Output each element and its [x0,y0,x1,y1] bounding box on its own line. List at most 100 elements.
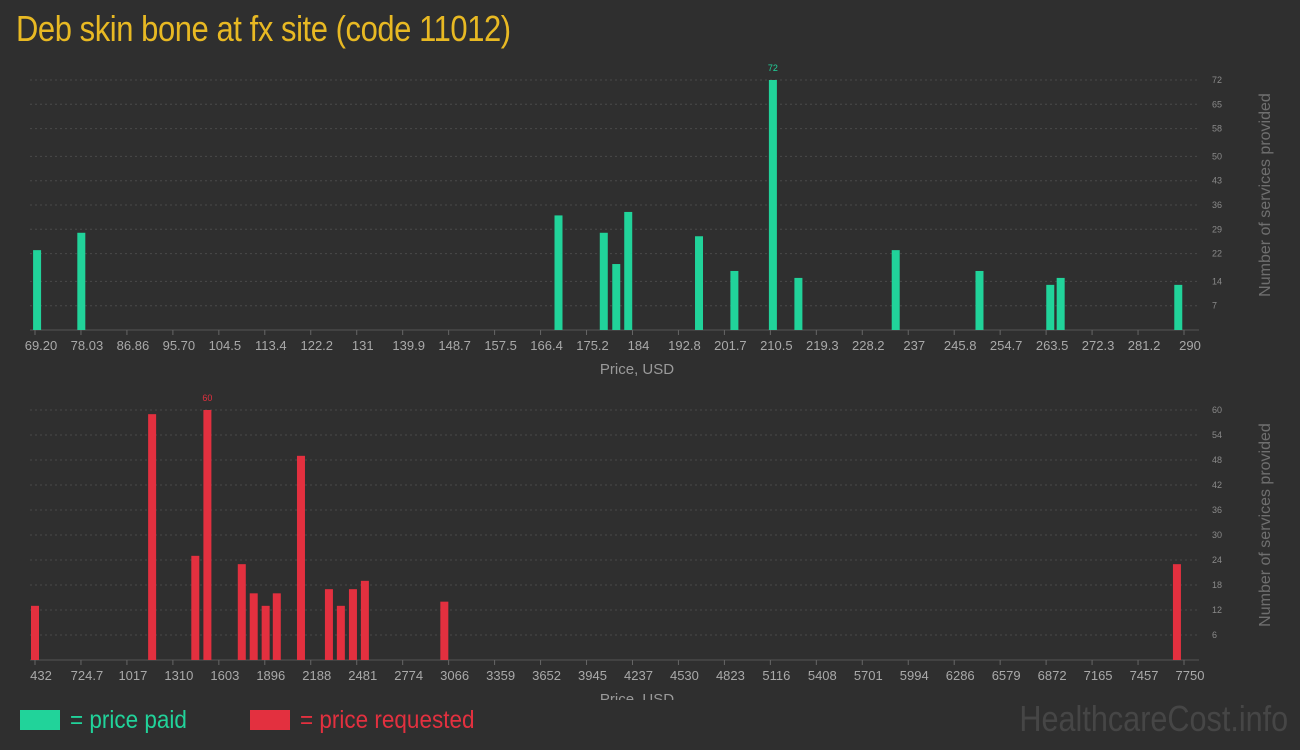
y-tick-label: 60 [1212,405,1222,415]
x-tick-label: 3945 [578,668,607,683]
x-tick-label: 166.4 [530,338,563,353]
watermark: HealthcareCost.info [1019,698,1288,739]
x-tick-label: 4237 [624,668,653,683]
bar [31,605,39,660]
x-axis-title: Price, USD [600,691,674,700]
bar [296,455,305,660]
legend-requested-label: = price requested [300,705,475,734]
y-axis-title: Number of services provided [1257,423,1274,627]
bar [612,264,621,330]
x-tick-label: 104.5 [209,338,242,353]
x-tick-label: 281.2 [1128,338,1161,353]
y-tick-label: 58 [1212,124,1222,134]
legend-requested-swatch [250,710,290,730]
legend-paid-swatch [20,710,60,730]
x-tick-label: 432 [30,668,52,683]
x-tick-label: 5994 [900,668,929,683]
x-tick-label: 7165 [1084,668,1113,683]
bar [975,270,984,330]
bar [360,580,369,660]
x-tick-label: 219.3 [806,338,839,353]
y-axis-title: Number of services provided [1257,93,1274,297]
y-tick-label: 72 [1212,75,1222,85]
x-tick-label: 4823 [716,668,745,683]
bar [554,215,563,330]
x-tick-label: 724.7 [71,668,104,683]
x-tick-label: 2774 [394,668,423,683]
x-tick-label: 113.4 [255,338,287,353]
bar [261,605,270,660]
y-tick-label: 14 [1212,276,1222,286]
bar [33,250,42,330]
x-tick-label: 6286 [946,668,975,683]
x-tick-label: 3359 [486,668,515,683]
x-tick-label: 245.8 [944,338,977,353]
x-tick-label: 2481 [348,668,377,683]
x-tick-label: 192.8 [668,338,701,353]
x-tick-label: 5701 [854,668,883,683]
price-paid-chart: 7 14 22 29 36 43 50 58 65 72 69.20 78.03 86.86 95.70 1… [25,63,1274,378]
y-tick-label: 36 [1212,505,1222,515]
bar [203,410,212,660]
y-tick-label: 29 [1212,224,1222,234]
bar [440,601,449,660]
x-tick-label: 254.7 [990,338,1023,353]
x-tick-label: 290 [1179,338,1201,353]
y-tick-label: 30 [1212,530,1222,540]
x-tick-label: 263.5 [1036,338,1069,353]
bar [768,80,777,330]
y-tick-label: 24 [1212,555,1222,565]
y-tick-label: 22 [1212,249,1222,259]
bar [191,555,200,660]
x-tick-label: 78.03 [71,338,104,353]
x-tick-label: 3652 [532,668,561,683]
legend-paid-label: = price paid [70,705,187,734]
y-tick-label: 50 [1212,151,1222,161]
y-tick-label: 42 [1212,480,1222,490]
bar [1046,284,1055,330]
x-tick-label: 122.2 [300,338,333,353]
bar [1174,284,1183,330]
x-tick-label: 272.3 [1082,338,1115,353]
x-tick-label: 157.5 [484,338,517,353]
y-tick-label: 7 [1212,301,1217,311]
x-tick-label: 1017 [118,668,147,683]
bar [1056,277,1065,330]
x-tick-label: 7457 [1130,668,1159,683]
legend-requested: = price requested [250,703,494,737]
bar [348,589,357,660]
bar [1172,564,1181,660]
x-tick-label: 175.2 [576,338,609,353]
x-tick-label: 3066 [440,668,469,683]
bar [237,564,246,660]
bar [695,236,704,330]
x-tick-label: 2188 [302,668,331,683]
x-tick-label: 5116 [762,668,790,683]
x-tick-label: 1896 [256,668,285,683]
bar [624,211,633,330]
x-tick-label: 201.7 [714,338,747,353]
y-tick-label: 18 [1212,580,1222,590]
y-tick-label: 65 [1212,99,1222,109]
peak-value-label: 72 [768,63,778,73]
x-tick-label: 7750 [1176,668,1205,683]
bar [794,277,803,330]
x-tick-label: 184 [628,338,650,353]
x-tick-label: 1310 [164,668,193,683]
bar [272,593,281,660]
bar [599,232,608,330]
y-tick-label: 48 [1212,455,1222,465]
bar [249,593,258,660]
chart-title: Deb skin bone at fx site (code 11012) [16,8,511,49]
x-tick-label: 6872 [1038,668,1067,683]
x-tick-label: 228.2 [852,338,885,353]
x-tick-label: 86.86 [117,338,150,353]
bar [148,414,157,660]
x-tick-label: 4530 [670,668,699,683]
peak-value-label: 60 [202,393,212,403]
x-axis-title: Price, USD [600,361,674,378]
x-tick-label: 210.5 [760,338,793,353]
x-tick-label: 5408 [808,668,837,683]
bar [730,270,739,330]
y-tick-label: 43 [1212,176,1222,186]
